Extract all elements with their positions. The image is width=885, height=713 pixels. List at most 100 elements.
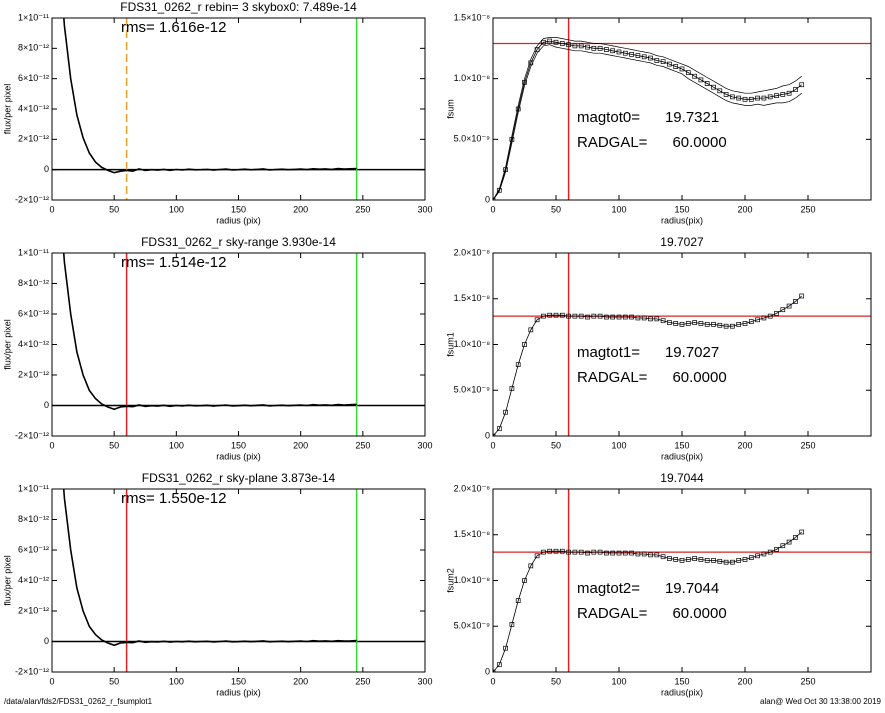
point xyxy=(711,322,716,327)
x-tick-label: 150 xyxy=(231,204,246,214)
point xyxy=(730,94,735,100)
point xyxy=(522,342,527,347)
point xyxy=(793,535,798,540)
plot-area xyxy=(493,253,871,436)
x-axis-label: radius (pix) xyxy=(216,451,261,461)
plot-area xyxy=(52,489,425,672)
y-tick-label: -2×10⁻¹² xyxy=(15,666,49,676)
point xyxy=(723,92,729,97)
annotation: magtot1= 19.7027 xyxy=(577,344,719,361)
point xyxy=(736,95,742,101)
point xyxy=(717,88,723,94)
point xyxy=(629,550,634,556)
point xyxy=(578,549,584,555)
point xyxy=(610,550,616,556)
y-tick-label: 5.0×10⁻⁹ xyxy=(454,134,491,144)
plot-area xyxy=(493,18,871,200)
point xyxy=(704,558,710,563)
y-tick-label: 0 xyxy=(485,666,490,676)
y-tick-label: 2×10⁻¹² xyxy=(18,134,49,144)
axes-frame xyxy=(492,488,872,673)
x-tick-label: 0 xyxy=(490,676,495,686)
x-tick-label: 250 xyxy=(355,204,370,214)
point xyxy=(774,311,779,316)
point xyxy=(534,317,540,323)
profile-line xyxy=(493,40,802,200)
x-tick-label: 0 xyxy=(49,204,54,214)
point xyxy=(748,555,754,560)
plot-area xyxy=(493,489,871,672)
y-tick-label: 6×10⁻¹² xyxy=(18,73,49,83)
axes-frame xyxy=(492,17,872,201)
x-tick-label: 250 xyxy=(800,204,815,214)
profile-line xyxy=(62,253,357,411)
point xyxy=(597,45,603,51)
point xyxy=(685,70,691,75)
point xyxy=(597,313,603,319)
y-tick-label: 0 xyxy=(44,164,49,174)
profile-line xyxy=(493,531,802,672)
point xyxy=(717,322,723,328)
x-tick-label: 300 xyxy=(417,676,432,686)
point xyxy=(496,426,502,432)
point xyxy=(616,314,622,320)
x-tick-label: 200 xyxy=(293,676,308,686)
x-tick-label: 150 xyxy=(674,440,689,450)
point xyxy=(515,598,521,603)
point xyxy=(553,548,559,554)
point xyxy=(610,314,616,320)
point xyxy=(572,549,578,555)
point xyxy=(685,557,691,562)
point xyxy=(515,362,521,367)
point xyxy=(604,47,609,52)
point xyxy=(591,549,597,555)
panel: 0 50 100 150 200 250 0 5.0×10⁻⁹ 1.0×10⁻⁸ 1.5×10⁻⁸… xyxy=(445,235,872,461)
point xyxy=(522,79,527,85)
point xyxy=(679,558,685,563)
point xyxy=(711,84,716,90)
point xyxy=(604,314,609,320)
point xyxy=(761,315,767,321)
point xyxy=(667,556,672,561)
point xyxy=(585,314,590,320)
y-tick-label: 2.0×10⁻⁸ xyxy=(454,247,491,257)
y-tick-label: 1×10⁻¹¹ xyxy=(18,12,49,22)
point xyxy=(742,557,748,562)
x-tick-label: 100 xyxy=(169,676,184,686)
y-tick-label: 5.0×10⁻⁹ xyxy=(454,621,491,631)
point xyxy=(509,622,515,627)
point xyxy=(616,550,622,556)
panel-title: FDS31_0262_r sky-plane 3.873e-14 xyxy=(142,471,336,485)
panel-title: FDS31_0262_r sky-range 3.930e-14 xyxy=(141,235,336,249)
y-tick-label: 0 xyxy=(485,430,490,440)
point xyxy=(673,321,679,326)
x-tick-label: 300 xyxy=(417,204,432,214)
point xyxy=(799,82,805,88)
y-tick-label: 8×10⁻¹² xyxy=(18,43,49,53)
point xyxy=(591,313,597,319)
point xyxy=(578,43,584,49)
point xyxy=(541,39,546,45)
point xyxy=(566,313,571,319)
y-tick-label: 0 xyxy=(485,194,490,204)
point xyxy=(622,50,628,56)
point xyxy=(767,313,773,319)
x-tick-label: 50 xyxy=(109,440,119,450)
point xyxy=(528,327,534,333)
panel: 0 50 100 150 200 250 0 5.0×10⁻⁹ 1.0×10⁻⁸ 1.5×10⁻⁸… xyxy=(445,471,872,697)
envelope-line xyxy=(493,44,802,200)
point xyxy=(641,551,647,557)
x-tick-label: 150 xyxy=(674,676,689,686)
plot-area xyxy=(52,253,425,436)
x-tick-label: 150 xyxy=(231,676,246,686)
point xyxy=(559,41,565,46)
y-tick-label: 6×10⁻¹² xyxy=(18,544,49,554)
point xyxy=(685,321,691,326)
panel-title: FDS31_0262_r rebin= 3 skybox0: 7.489e-14 xyxy=(120,0,357,14)
point xyxy=(541,549,546,555)
point xyxy=(641,54,647,60)
footer-stamp: alan@ Wed Oct 30 13:38:00 2019 xyxy=(760,697,881,706)
annotation: rms= 1.550e-12 xyxy=(121,490,226,507)
point xyxy=(673,64,679,69)
